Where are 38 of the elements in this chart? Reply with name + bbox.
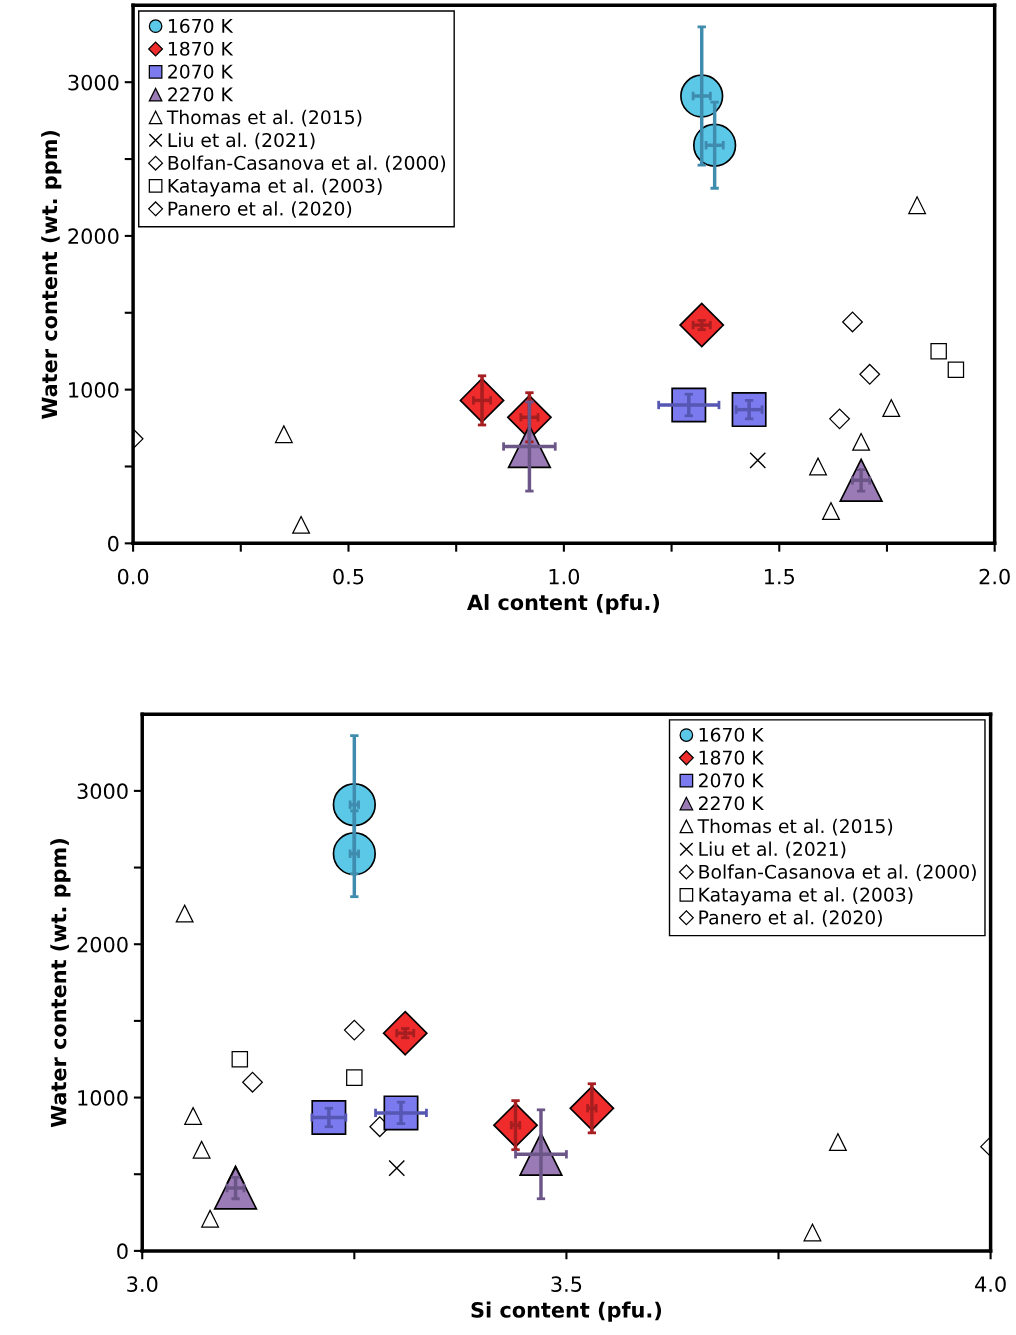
legend-label: Bolfan-Casanova et al. (2000) [168,155,446,173]
legend-label: Liu et al. (2021) [699,841,846,859]
legend-label: 1670 K [699,727,764,742]
y-axis-title: Water content (wt. ppm) [41,130,62,419]
y-tick-label: 2000 [77,936,128,953]
y-axis-title: Water content (wt. ppm) [50,839,71,1128]
legend-label: Bolfan-Casanova et al. (2000) [699,864,976,882]
y-tick-label: 1000 [69,382,119,398]
legend-label: Katayama et al. (2003) [699,887,913,906]
x-tick-label: 4.0 [975,1276,1006,1293]
y-tick-label: 3000 [77,783,128,800]
legend-label: 2270 K [699,796,764,811]
legend-label: 1870 K [168,41,234,56]
legend-label: Thomas et al. (2015) [166,109,362,127]
x-tick-label: 3.5 [551,1276,582,1293]
y-tick-label: 2000 [68,228,119,245]
legend-label: Katayama et al. (2003) [168,178,382,197]
y-tick-label: 3000 [68,74,119,91]
x-axis-title: Si content (pfu.) [471,1301,662,1322]
x-tick-label: 3.0 [127,1276,158,1293]
x-tick-label: 1.0 [549,568,580,585]
legend-label: Liu et al. (2021) [168,132,315,150]
x-tick-label: 0.5 [333,568,364,585]
legend-label: Panero et al. (2020) [168,201,352,218]
y-tick-label: 0 [108,535,119,552]
x-tick-label: 2.0 [979,568,1010,585]
legend-label: 2070 K [168,64,234,79]
legend-label: 1870 K [699,750,764,765]
legend-label: 2270 K [168,87,234,102]
legend-label: 1670 K [168,18,234,33]
x-tick-label: 0.0 [117,568,149,585]
x-tick-label: 1.5 [764,568,795,585]
y-tick-label: 1000 [78,1090,128,1106]
legend-label: 2070 K [699,773,764,788]
x-axis-title: Al content (pfu.) [467,594,660,615]
y-tick-label: 0 [117,1243,128,1260]
legend-label: Panero et al. (2020) [699,910,882,927]
legend-label: Thomas et al. (2015) [697,818,893,836]
